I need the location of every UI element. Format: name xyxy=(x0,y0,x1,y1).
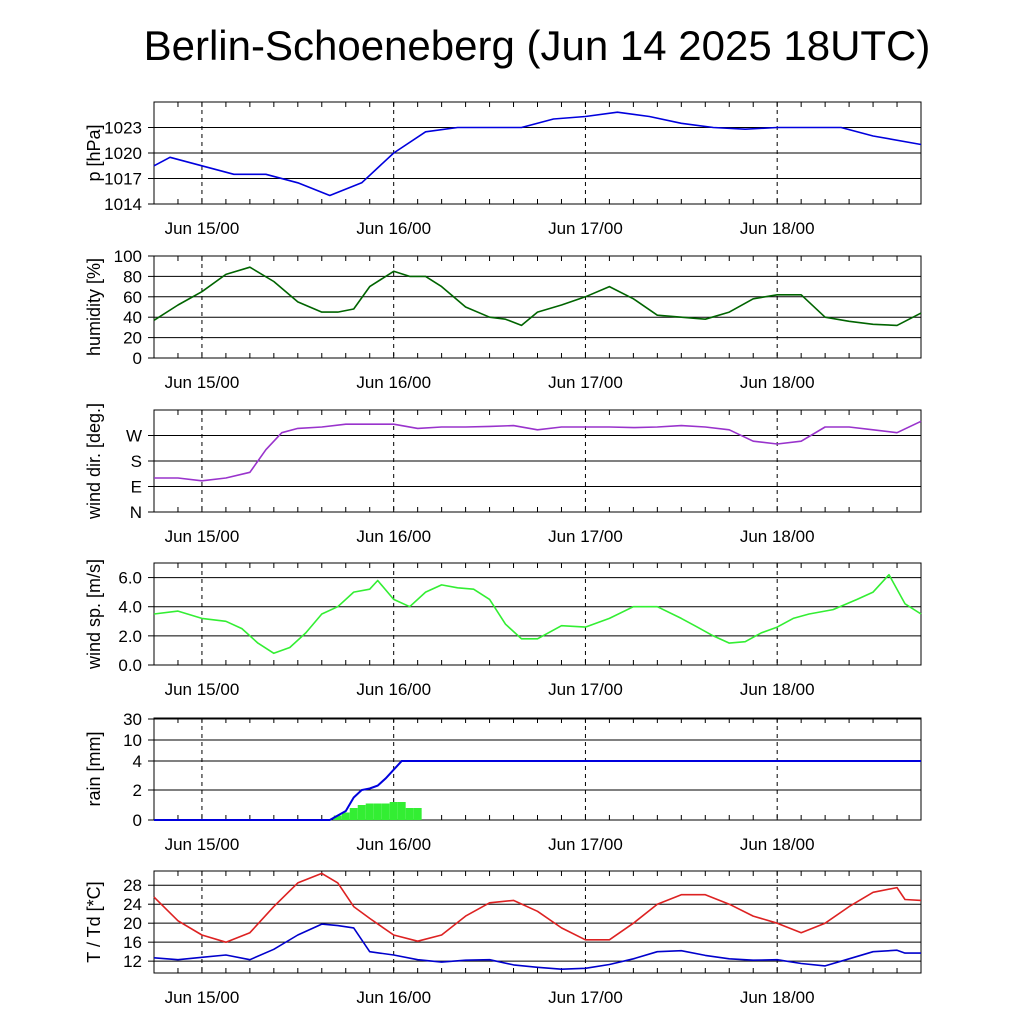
wind_direction-ytick-label: E xyxy=(131,478,142,497)
rain-bar xyxy=(349,808,358,820)
rain-xtick-label: Jun 18/00 xyxy=(740,835,815,854)
humidity-xtick-label: Jun 18/00 xyxy=(740,373,815,392)
humidity-ytick-label: 0 xyxy=(133,349,142,368)
wind_speed-line xyxy=(153,573,922,655)
temperature-ytick-label: 24 xyxy=(123,895,142,914)
wind_speed-ylabel: wind sp. [m/s] xyxy=(84,559,104,670)
rain-xtick-label: Jun 16/00 xyxy=(356,835,431,854)
temperature-ylabel: T / Td [*C] xyxy=(84,881,104,962)
wind_direction-ylabel: wind dir. [deg.] xyxy=(84,403,104,520)
pressure-xtick-label: Jun 18/00 xyxy=(740,219,815,238)
pressure-ytick-label: 1014 xyxy=(104,195,142,214)
humidity-xtick-label: Jun 16/00 xyxy=(356,373,431,392)
rain-bar xyxy=(365,803,374,820)
temperature-ytick-label: 28 xyxy=(123,876,142,895)
rain-bar xyxy=(381,803,390,820)
rain-bar xyxy=(389,802,398,820)
wind_speed-panel: 0.0 2.0 4.0 6.0 Jun 15/00 Jun 16/00 Jun 17/00 J… xyxy=(84,559,922,699)
wind_direction-line xyxy=(154,420,922,482)
temperature-ytick-label: 16 xyxy=(123,933,142,952)
rain-ytick-label: 10 xyxy=(123,731,142,750)
pressure-xtick-label: Jun 16/00 xyxy=(356,219,431,238)
temperature-frame xyxy=(153,870,922,974)
pressure-ytick-label: 1017 xyxy=(104,170,142,189)
humidity-ytick-label: 60 xyxy=(123,288,142,307)
wind_direction-ytick-label: N xyxy=(130,503,142,522)
rain-frame xyxy=(153,717,922,821)
rain-bar xyxy=(357,805,366,820)
wind_direction-xtick-label: Jun 18/00 xyxy=(740,527,815,546)
rain-ytick-label: 2 xyxy=(133,781,142,800)
humidity-ytick-label: 40 xyxy=(123,308,142,327)
rain-total-line xyxy=(154,760,921,821)
wind_speed-ytick-label: 4.0 xyxy=(118,598,142,617)
rain-bar xyxy=(413,808,422,820)
pressure-xtick-label: Jun 15/00 xyxy=(165,219,240,238)
humidity-ytick-label: 80 xyxy=(123,267,142,286)
wind_speed-ytick-label: 0.0 xyxy=(118,656,142,675)
dewpoint-line xyxy=(153,923,921,970)
wind_direction-xtick-label: Jun 17/00 xyxy=(548,527,623,546)
pressure-ytick-label: 1023 xyxy=(104,119,142,138)
rain-ytick-label: 30 xyxy=(123,710,142,729)
humidity-xtick-label: Jun 15/00 xyxy=(165,373,240,392)
wind_speed-ytick-label: 2.0 xyxy=(118,627,142,646)
temperature-xtick-label: Jun 17/00 xyxy=(548,988,623,1007)
temperature-line xyxy=(153,872,922,943)
rain-bar xyxy=(341,812,350,820)
wind_speed-xtick-label: Jun 17/00 xyxy=(548,680,623,699)
humidity-frame xyxy=(153,255,922,359)
humidity-ytick-label: 100 xyxy=(114,247,142,266)
wind_direction-ytick-label: W xyxy=(126,427,142,446)
rain-bar xyxy=(373,803,382,820)
chart-title: Berlin-Schoeneberg (Jun 14 2025 18UTC) xyxy=(143,22,931,69)
temperature-xtick-label: Jun 15/00 xyxy=(165,988,240,1007)
wind_speed-xtick-label: Jun 16/00 xyxy=(356,680,431,699)
rain-ylabel: rain [mm] xyxy=(84,731,104,806)
rain-ytick-label: 4 xyxy=(133,752,142,771)
humidity-ytick-label: 20 xyxy=(123,329,142,348)
temperature-ytick-label: 12 xyxy=(123,952,142,971)
wind_speed-ytick-label: 6.0 xyxy=(118,569,142,588)
rain-xtick-label: Jun 15/00 xyxy=(165,835,240,854)
wind_direction-xtick-label: Jun 15/00 xyxy=(165,527,240,546)
humidity-ylabel: humidity [%] xyxy=(84,258,104,356)
wind_speed-xtick-label: Jun 15/00 xyxy=(165,680,240,699)
rain-bar xyxy=(397,802,406,820)
temperature-ytick-label: 20 xyxy=(123,914,142,933)
rain-xtick-label: Jun 17/00 xyxy=(548,835,623,854)
rain-bar xyxy=(333,815,342,820)
wind_speed-xtick-label: Jun 18/00 xyxy=(740,680,815,699)
pressure-panel: 1014 1017 1020 1023 Jun 15/00 Jun 16/00 Jun 17… xyxy=(84,101,922,238)
rain-bar xyxy=(405,808,414,820)
rain-ytick-label: 0 xyxy=(133,811,142,830)
pressure-xtick-label: Jun 17/00 xyxy=(548,219,623,238)
temperature-xtick-label: Jun 18/00 xyxy=(740,988,815,1007)
humidity-line xyxy=(153,266,922,327)
pressure-line xyxy=(153,111,922,197)
wind_direction-ytick-label: S xyxy=(131,452,142,471)
rain-panel: 0 2 4 10 30 Jun 15/00 Jun 16/00 Jun 17/00 Jun 18… xyxy=(84,710,922,854)
pressure-ytick-label: 1020 xyxy=(104,144,142,163)
wind_direction-xtick-label: Jun 16/00 xyxy=(356,527,431,546)
pressure-ylabel: p [hPa] xyxy=(84,124,104,181)
humidity-xtick-label: Jun 17/00 xyxy=(548,373,623,392)
temperature-xtick-label: Jun 16/00 xyxy=(356,988,431,1007)
